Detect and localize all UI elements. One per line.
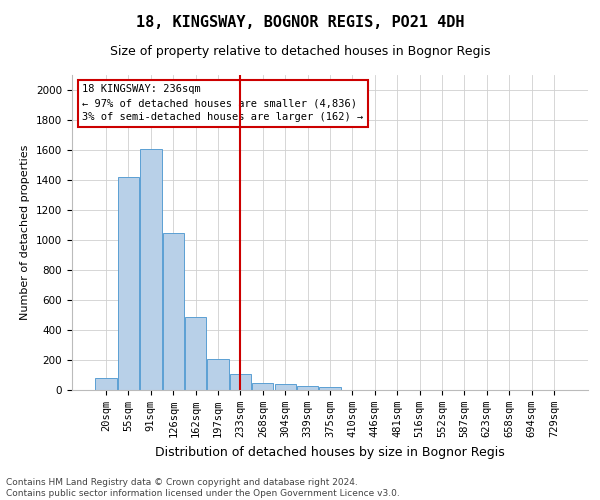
Text: 18 KINGSWAY: 236sqm
← 97% of detached houses are smaller (4,836)
3% of semi-deta: 18 KINGSWAY: 236sqm ← 97% of detached ho… [82,84,364,122]
X-axis label: Distribution of detached houses by size in Bognor Regis: Distribution of detached houses by size … [155,446,505,458]
Bar [95,378,117,390]
Text: 18, KINGSWAY, BOGNOR REGIS, PO21 4DH: 18, KINGSWAY, BOGNOR REGIS, PO21 4DH [136,15,464,30]
Bar [118,177,139,390]
Y-axis label: Number of detached properties: Number of detached properties [20,145,31,320]
Bar [319,387,341,390]
Bar [230,374,251,390]
Text: Contains HM Land Registry data © Crown copyright and database right 2024.
Contai: Contains HM Land Registry data © Crown c… [6,478,400,498]
Bar [252,382,274,390]
Bar [185,316,206,390]
Text: Size of property relative to detached houses in Bognor Regis: Size of property relative to detached ho… [110,45,490,58]
Bar [163,232,184,390]
Bar [275,384,296,390]
Bar [297,386,318,390]
Bar [208,358,229,390]
Bar [140,148,161,390]
